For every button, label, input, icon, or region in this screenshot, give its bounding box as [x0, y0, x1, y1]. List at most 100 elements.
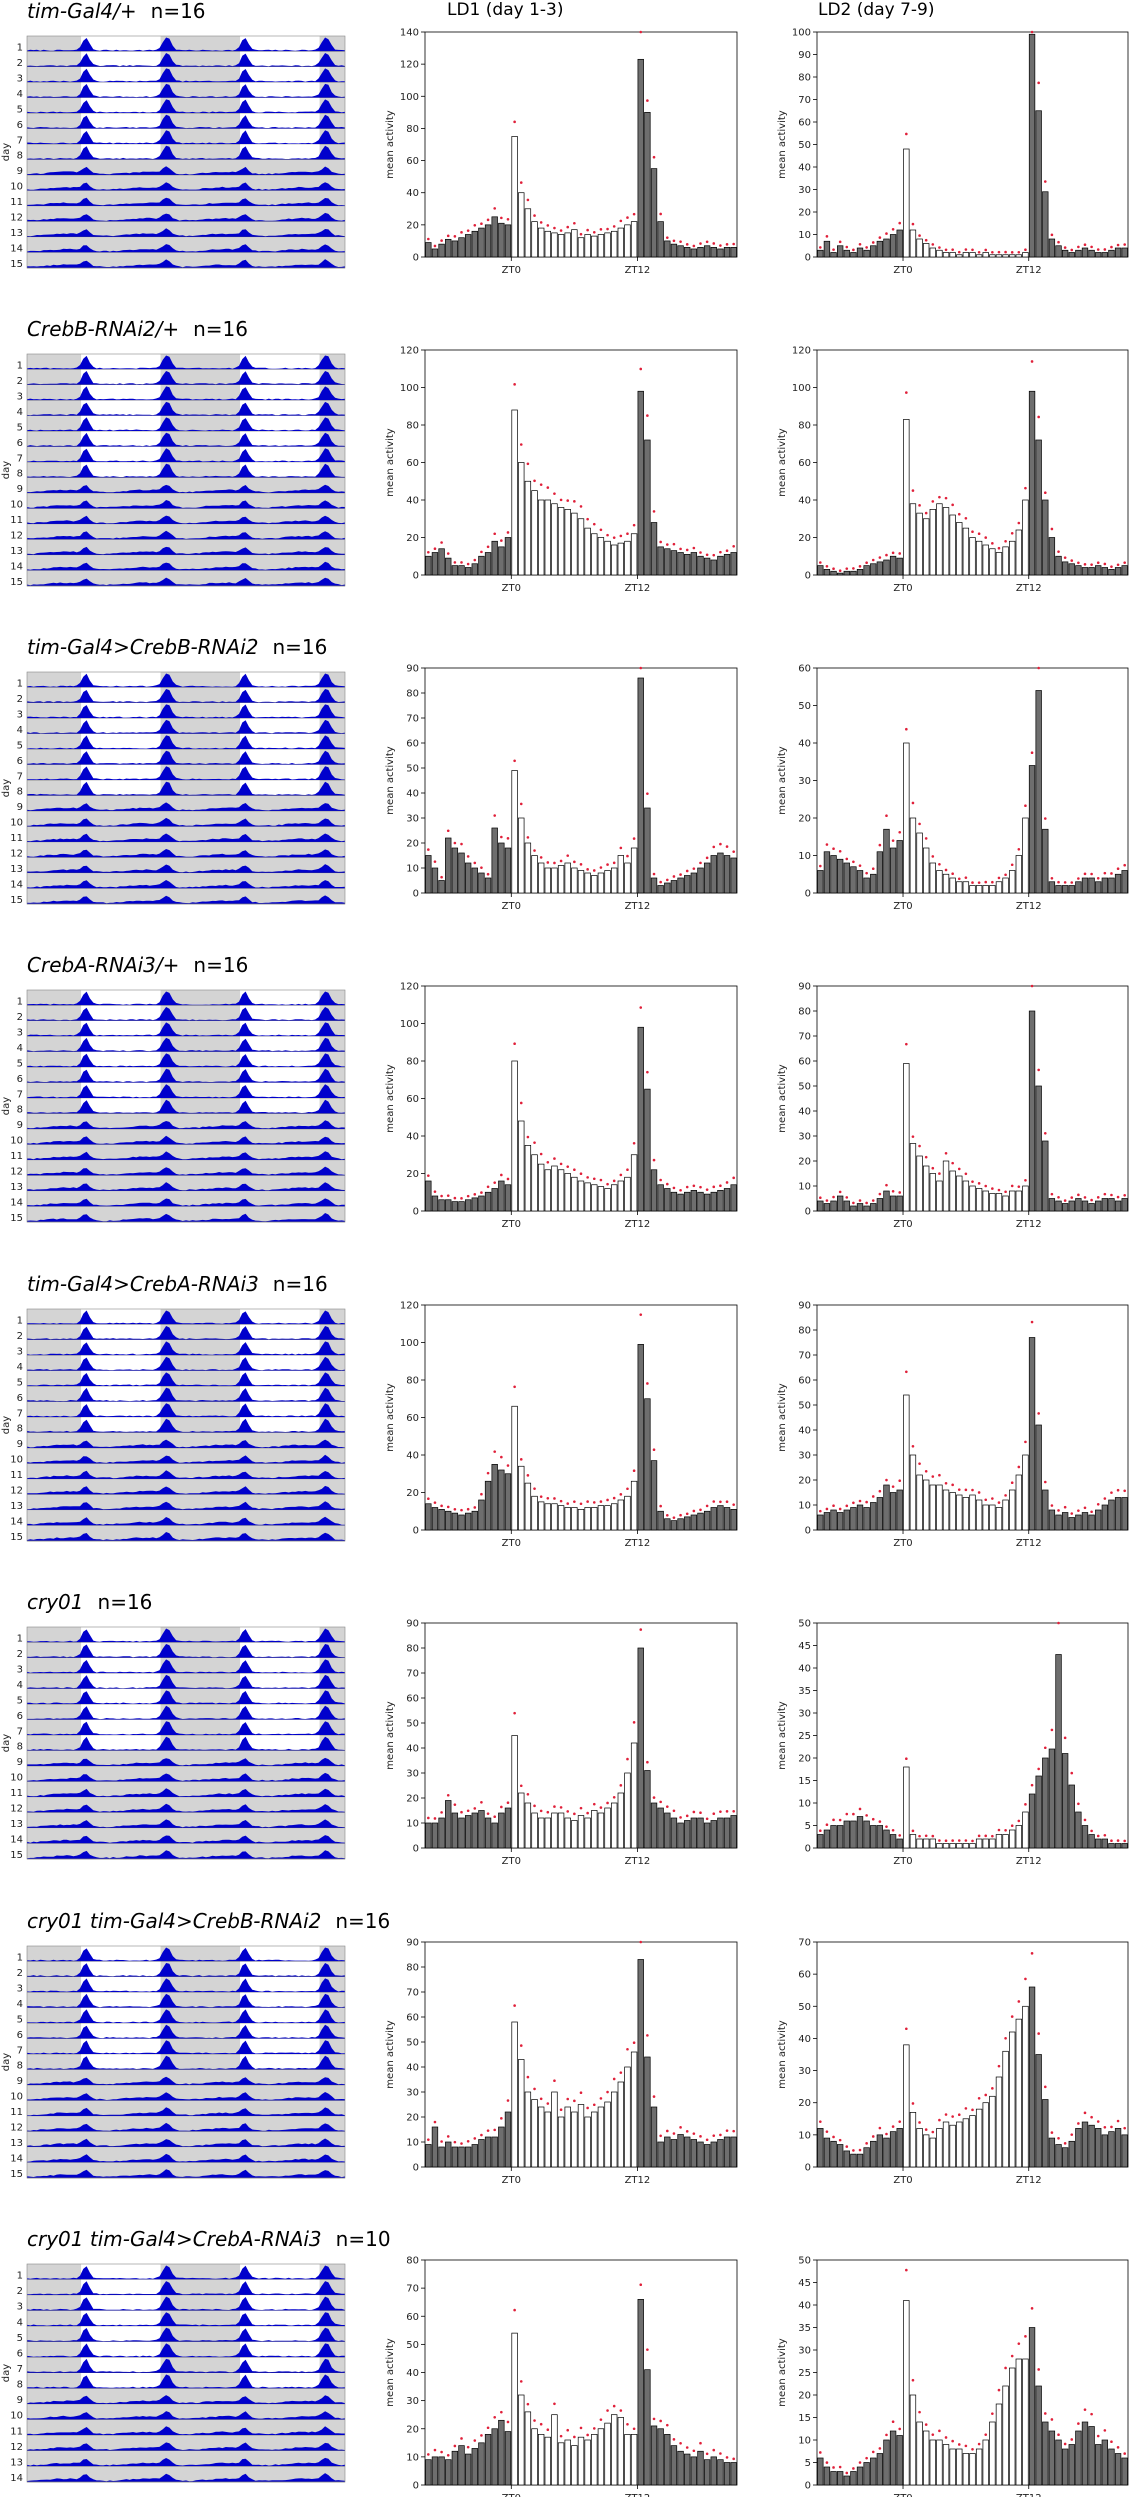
sem-dot	[705, 856, 709, 860]
activity-bar	[956, 522, 963, 576]
sem-dot	[732, 850, 735, 853]
sem-dot	[705, 2452, 709, 2456]
sem-dot	[898, 2120, 902, 2123]
activity-bar	[644, 439, 651, 576]
activity-bar	[637, 1959, 644, 2168]
y-tick-label: 90	[798, 1301, 811, 1312]
sem-dot	[957, 512, 961, 516]
y-tick-label: 100	[400, 92, 419, 103]
activity-bar	[837, 1195, 844, 1212]
day-label: 12	[10, 1804, 23, 1815]
activity-bar	[850, 1507, 857, 1531]
activity-bar	[949, 877, 956, 894]
activity-bar	[856, 1203, 864, 1212]
sem-dot	[991, 1187, 994, 1190]
sem-dot	[553, 1157, 556, 1160]
sem-dot	[446, 1793, 450, 1797]
activity-bar	[916, 512, 923, 576]
sem-dot	[1116, 1195, 1120, 1199]
light-period	[81, 718, 161, 734]
activity-bar	[850, 2471, 857, 2486]
activity-bar	[624, 1176, 631, 1212]
sem-dot	[1030, 1320, 1034, 1324]
sem-dot	[938, 2429, 941, 2433]
panel-row: tim-Gal4>CrebB-RNAi2 n=161234567891011121…	[1, 635, 1129, 912]
sem-dot	[719, 1810, 722, 1813]
sem-dot	[1043, 2412, 1047, 2415]
activity-bar	[611, 2091, 618, 2168]
activity-bar	[511, 1405, 518, 1531]
actogram-y-label: day	[1, 1734, 12, 1752]
sem-dot	[626, 1168, 629, 1172]
sem-dot	[553, 861, 556, 865]
light-period	[81, 1417, 161, 1433]
sem-dot	[858, 864, 862, 867]
sem-dot	[891, 1485, 895, 1488]
day-label: 12	[10, 531, 23, 542]
sem-dot	[918, 234, 921, 237]
activity-bar	[817, 1200, 824, 1212]
activity-bar	[817, 565, 824, 576]
sem-dot	[559, 2108, 563, 2112]
activity-bar	[843, 2150, 850, 2168]
sem-dot	[566, 1502, 570, 1505]
y-tick-label: 40	[406, 2063, 419, 2074]
sem-dot	[991, 1834, 994, 1838]
activity-bar	[1061, 1512, 1069, 1531]
actogram-trace	[27, 2138, 345, 2148]
activity-bar	[524, 208, 532, 258]
actogram-trace	[27, 673, 345, 688]
sem-dot	[938, 2118, 941, 2122]
y-tick-label: 10	[798, 851, 811, 862]
sem-dot	[951, 1161, 954, 1165]
dark-period-shade	[27, 1448, 345, 1464]
sem-dot	[592, 2427, 596, 2430]
sem-dot	[652, 872, 656, 876]
day-label: 1	[17, 678, 23, 689]
activity-bar	[431, 2456, 439, 2486]
day-label: 5	[17, 1695, 23, 1706]
sem-dot	[898, 552, 902, 555]
sem-dot	[1050, 233, 1054, 237]
sem-dot	[559, 229, 563, 232]
plot-frame	[424, 1304, 738, 1531]
activity-bar	[617, 542, 624, 576]
day-label: 2	[17, 1331, 23, 1342]
x-tick-label: ZT0	[893, 2175, 912, 2186]
activity-bar	[843, 1509, 850, 1531]
activity-bar	[624, 224, 631, 258]
sem-dot	[712, 2448, 716, 2452]
y-tick-label: 60	[406, 156, 419, 167]
activity-bar	[677, 1822, 684, 1849]
sem-dot	[951, 2439, 954, 2443]
sem-dot	[885, 553, 888, 557]
dark-period-shade	[27, 508, 345, 525]
activity-bar	[982, 1838, 989, 1849]
sem-dot	[606, 533, 609, 537]
sem-dot	[692, 1810, 696, 1814]
sem-dot	[911, 489, 915, 492]
activity-bar	[1055, 1514, 1062, 1531]
activity-bar	[969, 252, 976, 258]
light-period	[240, 97, 320, 114]
y-tick-label: 20	[798, 533, 811, 544]
day-label: 7	[17, 1089, 23, 1100]
y-tick-label: 0	[413, 889, 419, 900]
panel-row: CrebA-RNAi3/+ n=16123456789101112131415da…	[1, 953, 1129, 1230]
day-label: 8	[17, 787, 23, 798]
light-period	[81, 1642, 161, 1658]
y-tick-label: 15	[798, 1776, 811, 1787]
activity-bar	[1009, 2031, 1016, 2168]
sem-dot	[619, 219, 623, 223]
sem-dot	[858, 2461, 862, 2464]
sem-dot	[1037, 81, 1040, 85]
activity-bar	[478, 555, 485, 576]
activity-bar	[909, 817, 917, 894]
dark-period-shade	[27, 2450, 345, 2467]
sem-dot	[865, 1500, 868, 1504]
y-tick-label: 100	[792, 383, 811, 394]
activity-bar	[929, 1838, 936, 1849]
sem-dot	[1116, 563, 1120, 567]
sem-dot	[825, 565, 829, 568]
sem-dot	[1043, 1131, 1047, 1135]
